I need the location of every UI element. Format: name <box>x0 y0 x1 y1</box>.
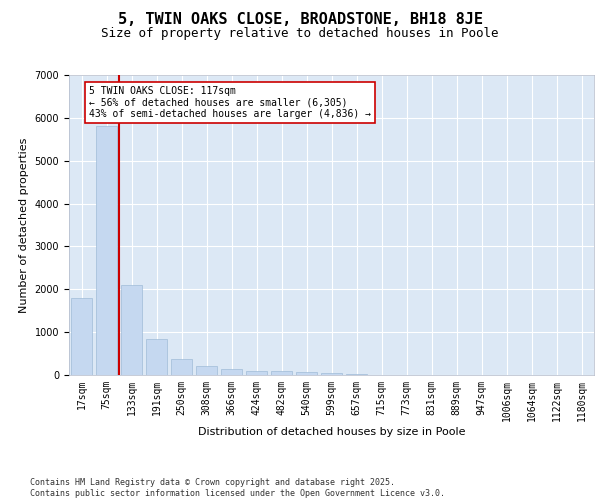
Bar <box>321 373 342 375</box>
Bar <box>96 126 117 375</box>
Text: 5, TWIN OAKS CLOSE, BROADSTONE, BH18 8JE: 5, TWIN OAKS CLOSE, BROADSTONE, BH18 8JE <box>118 12 482 28</box>
Text: Size of property relative to detached houses in Poole: Size of property relative to detached ho… <box>101 28 499 40</box>
Bar <box>246 370 267 375</box>
Text: 5 TWIN OAKS CLOSE: 117sqm
← 56% of detached houses are smaller (6,305)
43% of se: 5 TWIN OAKS CLOSE: 117sqm ← 56% of detac… <box>89 86 371 119</box>
Bar <box>71 298 92 375</box>
Y-axis label: Number of detached properties: Number of detached properties <box>19 138 29 312</box>
Bar <box>271 371 292 375</box>
Bar <box>296 372 317 375</box>
Text: Contains HM Land Registry data © Crown copyright and database right 2025.
Contai: Contains HM Land Registry data © Crown c… <box>30 478 445 498</box>
Bar <box>121 285 142 375</box>
Bar <box>196 366 217 375</box>
Bar <box>171 359 192 375</box>
Bar <box>146 340 167 375</box>
Bar <box>221 370 242 375</box>
X-axis label: Distribution of detached houses by size in Poole: Distribution of detached houses by size … <box>198 426 465 436</box>
Bar <box>346 374 367 375</box>
